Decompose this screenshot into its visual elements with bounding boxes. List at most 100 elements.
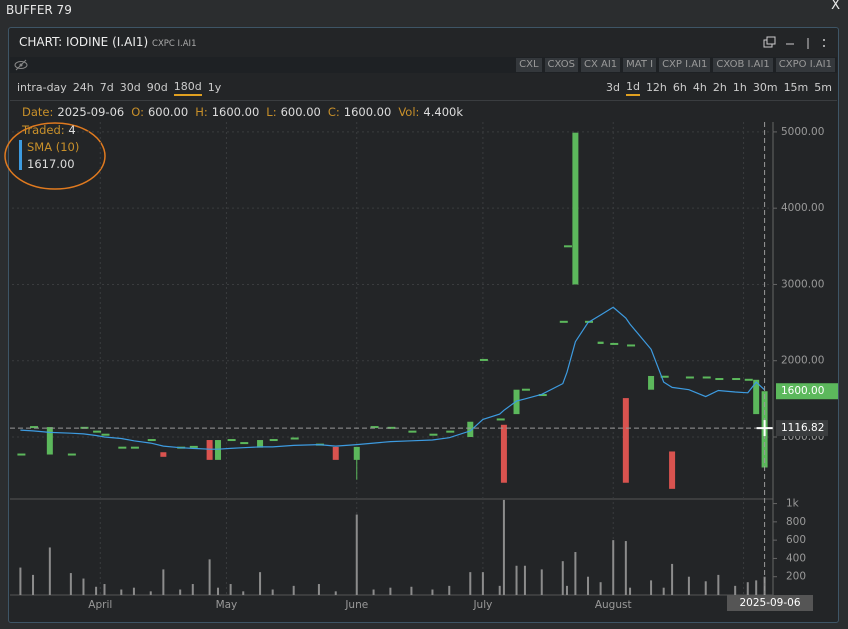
candle-body bbox=[189, 445, 198, 448]
toolbar-button[interactable]: CXOS bbox=[544, 58, 578, 72]
interval-option[interactable]: 1d bbox=[625, 80, 640, 96]
candle-body bbox=[101, 433, 110, 436]
volume-bar bbox=[32, 574, 35, 595]
crosshair-y-label: 1116.82 bbox=[781, 422, 824, 434]
info-label: Vol: bbox=[398, 105, 420, 119]
volume-bar bbox=[19, 567, 22, 595]
volume-bar bbox=[502, 499, 505, 595]
volume-bar bbox=[191, 584, 194, 595]
candle-body bbox=[93, 430, 102, 433]
y-tick-label: 3000.00 bbox=[781, 278, 824, 290]
visibility-icon[interactable] bbox=[14, 59, 28, 71]
range-option[interactable]: intra-day bbox=[17, 81, 67, 94]
volume-bar bbox=[587, 576, 590, 595]
volume-bar bbox=[448, 585, 451, 595]
range-option[interactable]: 7d bbox=[99, 81, 114, 94]
volume-bar bbox=[599, 582, 602, 595]
volume-tick-label: 1k bbox=[786, 498, 800, 510]
info-label: O: bbox=[131, 105, 144, 119]
volume-bar bbox=[149, 591, 152, 595]
plot-background bbox=[10, 122, 838, 611]
volume-tick-label: 400 bbox=[786, 552, 806, 564]
volume-bar bbox=[292, 585, 295, 595]
candle-body bbox=[610, 342, 619, 345]
candle-body bbox=[467, 421, 474, 437]
candle-body bbox=[17, 453, 26, 456]
interval-option[interactable]: 12h bbox=[645, 81, 667, 94]
candle-body bbox=[429, 433, 438, 436]
volume-bar bbox=[755, 580, 758, 595]
volume-bar bbox=[498, 585, 501, 595]
range-option[interactable]: 90d bbox=[146, 81, 168, 94]
toolbar-button[interactable]: CX AI1 bbox=[580, 58, 621, 72]
volume-bar bbox=[229, 584, 232, 595]
interval-option[interactable]: 4h bbox=[692, 81, 707, 94]
interval-option[interactable]: 1h bbox=[732, 81, 747, 94]
range-option[interactable]: 1y bbox=[207, 81, 222, 94]
candle-body bbox=[130, 446, 139, 449]
volume-bar bbox=[259, 572, 262, 595]
window-close[interactable]: X bbox=[831, 0, 840, 13]
volume-bar bbox=[612, 540, 615, 595]
volume-bar bbox=[481, 572, 484, 595]
crosshair-date-tag bbox=[727, 595, 813, 611]
legend-swatch bbox=[19, 140, 22, 170]
volume-bar bbox=[629, 587, 632, 595]
panel-icons[interactable] bbox=[762, 36, 832, 50]
volume-bar bbox=[317, 584, 320, 595]
toolbar-button[interactable]: CXP I.AI1 bbox=[659, 58, 711, 72]
legend-value: 1617.00 bbox=[27, 157, 75, 171]
interval-option[interactable]: 6h bbox=[672, 81, 687, 94]
volume-bar bbox=[662, 587, 665, 595]
toolbar-button[interactable]: CXOB I.AI1 bbox=[713, 58, 773, 72]
interval-option[interactable]: 30m bbox=[752, 81, 778, 94]
info-label: L: bbox=[266, 105, 277, 119]
volume-bar bbox=[82, 578, 85, 595]
volume-bar bbox=[355, 514, 358, 595]
candle-body bbox=[332, 446, 339, 460]
candle-body bbox=[732, 378, 741, 381]
toolbar-button[interactable]: MAT I bbox=[623, 58, 657, 72]
candle-body bbox=[744, 378, 753, 381]
candle-body bbox=[257, 440, 264, 448]
candle-body bbox=[500, 424, 507, 483]
volume-bar bbox=[565, 585, 568, 595]
interval-option[interactable]: 5m bbox=[814, 81, 832, 94]
volume-bar bbox=[69, 573, 72, 595]
range-option[interactable]: 24h bbox=[72, 81, 94, 94]
candle-body bbox=[715, 378, 724, 381]
toolbar-button[interactable]: CXL bbox=[516, 58, 542, 72]
volume-bar bbox=[540, 569, 543, 595]
range-option[interactable]: 180d bbox=[173, 80, 202, 96]
toolbar-button[interactable]: CXPO I.AI1 bbox=[775, 58, 835, 72]
candle-body bbox=[702, 376, 711, 379]
volume-bar bbox=[217, 587, 220, 595]
volume-bar bbox=[242, 591, 245, 595]
y-tick-label: 4000.00 bbox=[781, 202, 824, 214]
range-option[interactable]: 30d bbox=[119, 81, 141, 94]
volume-bar bbox=[746, 582, 749, 595]
panel-title: CHART: IODINE (I.AI1) bbox=[19, 35, 149, 49]
legend-name: SMA (10) bbox=[27, 140, 80, 154]
volume-bar bbox=[162, 569, 165, 595]
x-tick-label: May bbox=[216, 599, 238, 611]
candle-body bbox=[46, 427, 53, 455]
last-price-tag bbox=[776, 383, 838, 400]
candle-body bbox=[648, 375, 655, 390]
x-tick-label: August bbox=[595, 599, 632, 611]
candle-body bbox=[622, 398, 629, 483]
interval-option[interactable]: 15m bbox=[783, 81, 809, 94]
interval-option[interactable]: 3d bbox=[605, 81, 620, 94]
volume-bar bbox=[523, 565, 526, 595]
x-tick-label: April bbox=[88, 599, 112, 611]
y-tick-label: 2000.00 bbox=[781, 355, 824, 367]
volume-bar bbox=[120, 589, 123, 595]
last-price-label: 1600.00 bbox=[781, 385, 824, 397]
window-title: BUFFER 79 bbox=[6, 3, 72, 17]
volume-bar bbox=[132, 587, 135, 595]
candle-body bbox=[685, 376, 694, 379]
candle-body bbox=[118, 446, 127, 449]
candle-body bbox=[67, 453, 76, 456]
candle-body bbox=[563, 245, 572, 248]
interval-option[interactable]: 2h bbox=[712, 81, 727, 94]
